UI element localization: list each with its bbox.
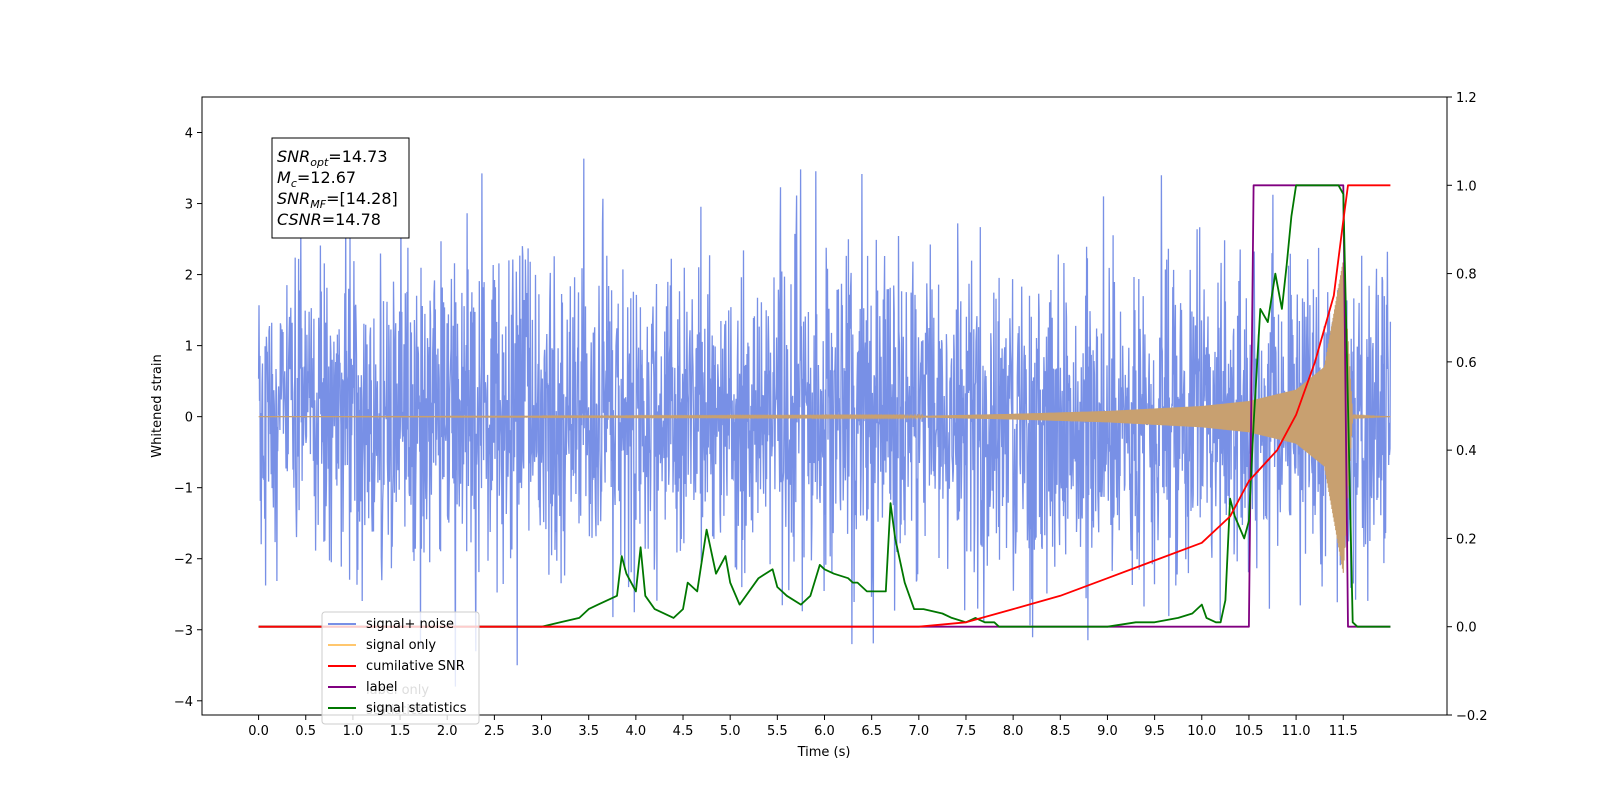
y-tick-label: 3: [185, 198, 193, 213]
x-tick-label: 3.5: [578, 724, 599, 739]
right-axis-series-layer: [258, 184, 1391, 628]
legend-hidden-label: label only: [366, 683, 429, 698]
series-signal-statistics-line: [258, 184, 1391, 628]
y2-tick-label: 1.0: [1456, 179, 1477, 194]
x-tick-label: 4.5: [673, 724, 694, 739]
y2-tick-label: 0.4: [1456, 444, 1477, 459]
stats-line: SNRopt=14.73: [277, 147, 388, 169]
y2-tick-label: 0.0: [1456, 621, 1477, 636]
y-tick-label: −3: [174, 624, 193, 639]
x-tick-label: 7.0: [908, 724, 929, 739]
x-tick-label: 6.5: [861, 724, 882, 739]
x-tick-label: 8.0: [1003, 724, 1024, 739]
x-tick-label: 0.5: [295, 724, 316, 739]
x-tick-label: 0.0: [248, 724, 269, 739]
y-tick-label: 4: [185, 127, 193, 142]
legend-entry-label: signal statistics: [366, 701, 467, 716]
x-tick-label: 3.0: [531, 724, 552, 739]
legend-frame: [321, 611, 480, 725]
x-tick-label: 5.5: [767, 724, 788, 739]
y-axis-label: Whitened strain: [150, 354, 165, 457]
y-tick-label: 0: [185, 411, 193, 426]
legend-entry-label: cumilative SNR: [366, 659, 465, 674]
x-tick-label: 1.5: [390, 724, 411, 739]
y-tick-label: 2: [185, 269, 193, 284]
y2-tick-label: 0.2: [1456, 532, 1477, 547]
stats-line: SNRMF=[14.28]: [277, 189, 398, 211]
x-tick-label: 2.5: [484, 724, 505, 739]
y2-axis-ticks: −0.2 0.0 0.2 0.4 0.6 0.8 1.0 1.2: [1447, 91, 1488, 724]
legend-entry-label: signal+ noise: [366, 617, 454, 632]
legend-entry-label: label: [366, 680, 397, 695]
stats-box-frame: [271, 137, 410, 239]
y-tick-label: −2: [174, 553, 193, 568]
series-signal-only-line: [258, 262, 1391, 573]
x-tick-label: 1.0: [343, 724, 364, 739]
stats-line: Mc=12.67: [277, 168, 356, 190]
series-cumilative-snr-line: [258, 184, 1391, 628]
legend-hidden-label: statistics: [366, 703, 424, 718]
x-tick-label: 9.0: [1097, 724, 1118, 739]
x-tick-label: 8.5: [1050, 724, 1071, 739]
x-tick-label: 11.5: [1329, 724, 1358, 739]
y-axis-ticks: −4 −3 −2 −1 0 1 2 3 4: [174, 127, 202, 710]
stats-line: CSNR=14.78: [277, 210, 381, 229]
y2-tick-label: 0.6: [1456, 356, 1477, 371]
y-tick-label: −1: [174, 482, 193, 497]
x-tick-label: 7.5: [956, 724, 977, 739]
x-tick-label: 2.0: [437, 724, 458, 739]
x-tick-label: 10.5: [1234, 724, 1263, 739]
stats-annotation-box: SNRopt=14.73Mc=12.67SNRMF=[14.28]CSNR=14…: [271, 137, 410, 239]
y2-tick-label: −0.2: [1456, 709, 1488, 724]
legend-entry-label: signal only: [366, 638, 436, 653]
signal-series-layer: [258, 262, 1391, 573]
y2-tick-label: 0.8: [1456, 268, 1477, 283]
x-tick-label: 4.0: [626, 724, 647, 739]
x-tick-label: 6.0: [814, 724, 835, 739]
x-tick-label: 9.5: [1144, 724, 1165, 739]
legend: label only statistics signal+ noise signal …: [321, 611, 480, 725]
x-tick-label: 10.0: [1187, 724, 1216, 739]
y2-tick-label: 1.2: [1456, 91, 1477, 106]
x-axis-ticks: 0.0 0.5 1.0 1.5 2.0 2.5 3.0 3.5 4.0 4.5 5.0 5.5 6.0 6…: [248, 715, 1358, 739]
x-tick-label: 5.0: [720, 724, 741, 739]
y-tick-label: 1: [185, 340, 193, 355]
y-tick-label: −4: [174, 695, 193, 710]
series-signal-noise-line: [257, 158, 1392, 687]
x-tick-label: 11.0: [1282, 724, 1311, 739]
noise-series-layer: [257, 158, 1392, 687]
x-axis-label: Time (s): [797, 745, 851, 760]
